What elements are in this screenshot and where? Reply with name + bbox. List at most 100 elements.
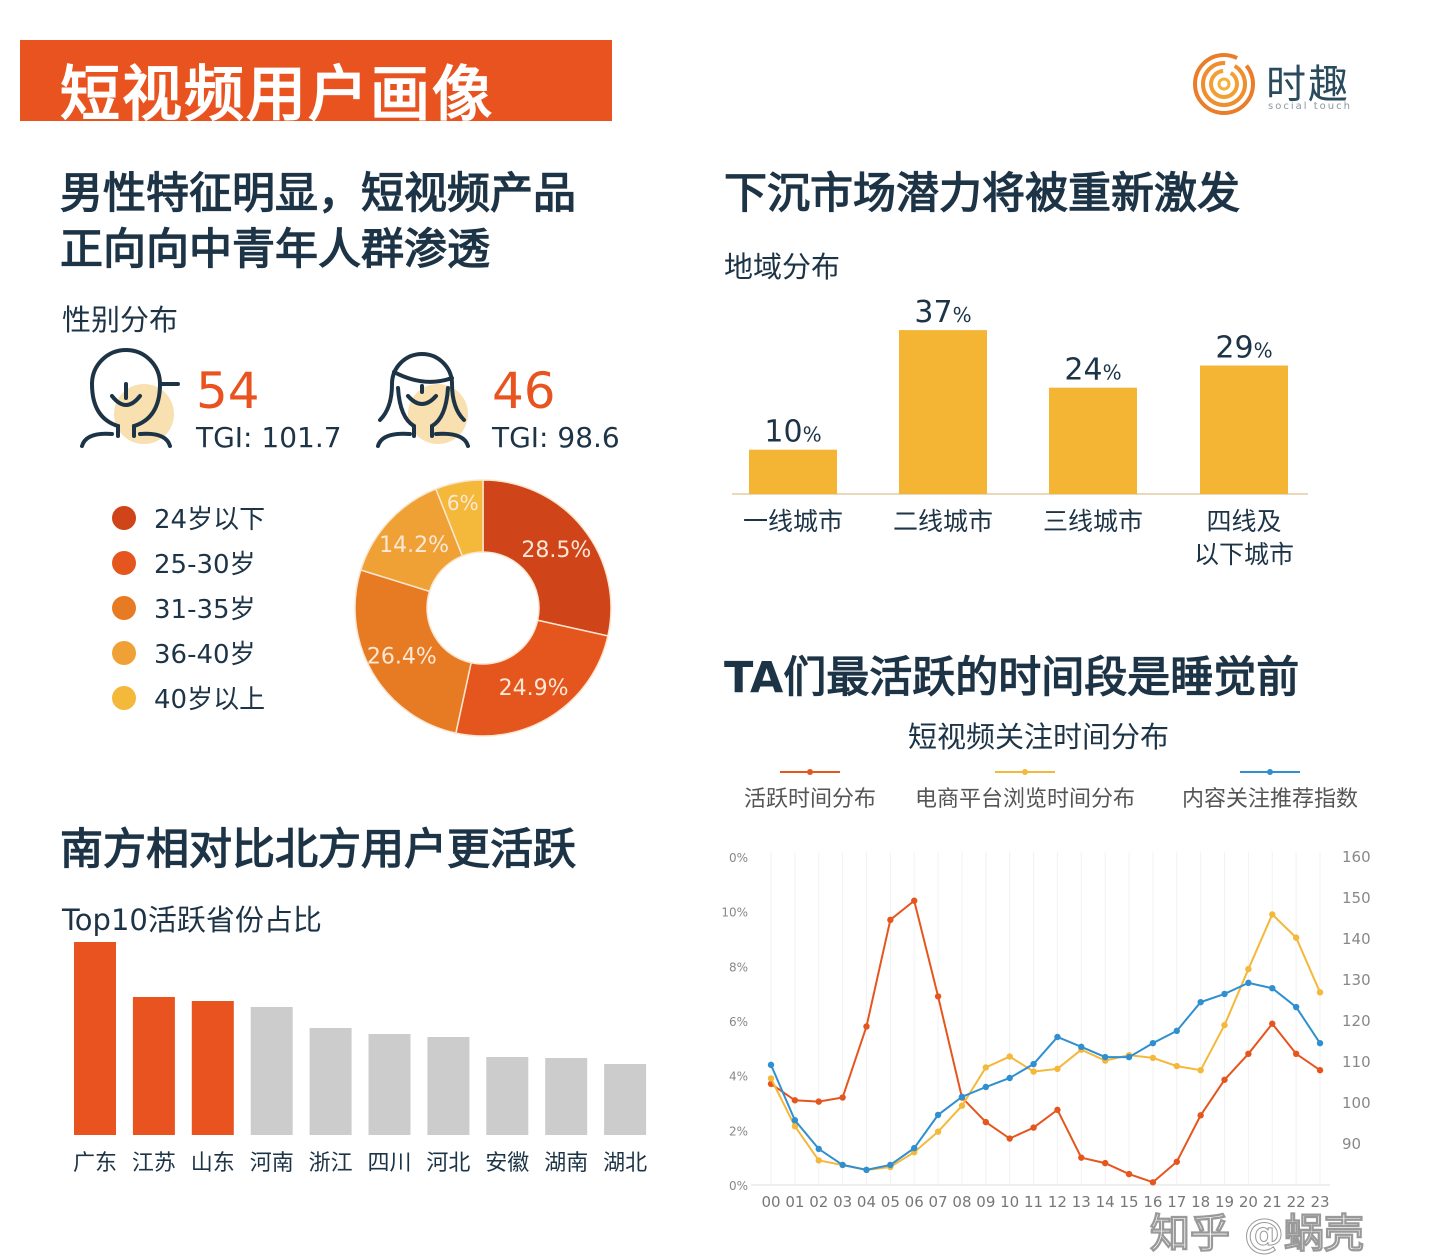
data-point bbox=[1078, 1154, 1085, 1161]
province-label: 湖北 bbox=[603, 1151, 647, 1176]
y-left-tick-label: 6% bbox=[729, 1015, 748, 1029]
male-tgi: TGI: 101.7 bbox=[196, 421, 342, 454]
data-point bbox=[1054, 1106, 1061, 1114]
x-tick-label: 03 bbox=[833, 1193, 852, 1211]
age-donut-chart: 28.5% 24.9% 26.4% 14.2% 6% bbox=[354, 479, 612, 737]
series-line bbox=[770, 912, 1321, 1171]
data-point bbox=[1221, 1021, 1228, 1029]
region-label: 地域分布 bbox=[724, 250, 841, 284]
donut-slice-label: 24.9% bbox=[499, 676, 569, 701]
data-point bbox=[1173, 1158, 1180, 1165]
data-point bbox=[791, 1117, 799, 1124]
x-tick-label: 13 bbox=[1072, 1193, 1091, 1211]
legend-label: 电商平台浏览时间分布 bbox=[915, 787, 1135, 812]
data-point bbox=[791, 1097, 799, 1104]
legend-marker bbox=[1267, 769, 1273, 775]
data-point bbox=[1006, 1135, 1013, 1142]
data-point bbox=[1149, 1179, 1157, 1186]
female-percent: 46 bbox=[492, 362, 556, 420]
x-tick-label: 09 bbox=[976, 1193, 995, 1211]
age-legend: 24岁以下 25-30岁 31-35岁 36-40岁 40岁以上 bbox=[112, 495, 265, 720]
legend-swatch bbox=[112, 505, 136, 530]
region-heading: 下沉市场潜力将被重新激发 bbox=[724, 169, 1240, 219]
data-point bbox=[911, 897, 918, 904]
gender-label: 性别分布 bbox=[62, 303, 179, 337]
region-value-label: 10% bbox=[764, 415, 821, 450]
legend-label: 31-35岁 bbox=[154, 595, 256, 625]
title-banner: 短视频用户画像 bbox=[20, 40, 612, 130]
data-point bbox=[1245, 965, 1252, 973]
province-bar bbox=[132, 997, 175, 1135]
data-point bbox=[767, 1061, 775, 1069]
data-point bbox=[958, 1093, 966, 1101]
donut-slice bbox=[482, 479, 612, 637]
x-tick-label: 21 bbox=[1263, 1193, 1282, 1211]
y-left-tick-label: 0% bbox=[729, 1179, 748, 1193]
province-bar bbox=[368, 1034, 411, 1135]
region-bar bbox=[749, 449, 837, 494]
x-tick-label: 06 bbox=[905, 1193, 924, 1211]
province-label: 山东 bbox=[191, 1151, 235, 1176]
x-tick-label: 05 bbox=[881, 1193, 900, 1211]
x-tick-label: 20 bbox=[1239, 1193, 1258, 1211]
province-bar-chart: 广东 江苏 山东 河南 浙江 四川 河北 安徽 湖南 湖北 bbox=[73, 942, 647, 1176]
data-point bbox=[934, 1111, 942, 1119]
x-tick-label: 10 bbox=[1000, 1193, 1019, 1211]
data-point bbox=[887, 1161, 894, 1169]
region-category-label: 二线城市 bbox=[893, 507, 993, 536]
donut-slice bbox=[354, 569, 473, 734]
data-point bbox=[863, 1166, 870, 1174]
province-bar bbox=[486, 1057, 529, 1135]
province-label: 河南 bbox=[250, 1151, 294, 1176]
data-point bbox=[1173, 1027, 1180, 1035]
x-tick-label: 00 bbox=[761, 1193, 780, 1211]
data-point bbox=[934, 993, 942, 1000]
data-point bbox=[1269, 985, 1276, 992]
y-right-tick-label: 160 bbox=[1342, 848, 1371, 866]
province-label: Top10活跃省份占比 bbox=[62, 903, 322, 937]
donut-slice-label: 28.5% bbox=[521, 538, 591, 563]
region-value-label: 24% bbox=[1064, 353, 1121, 388]
legend-marker bbox=[1022, 769, 1028, 775]
province-label: 河北 bbox=[426, 1151, 470, 1176]
donut-slice bbox=[434, 479, 484, 557]
data-point bbox=[1316, 1067, 1324, 1074]
data-point bbox=[982, 1064, 990, 1071]
y-left-tick-label: 10% bbox=[721, 906, 748, 920]
y-right-tick-label: 90 bbox=[1342, 1135, 1361, 1153]
y-left-tick-label: 0% bbox=[729, 851, 748, 865]
data-point bbox=[1006, 1053, 1013, 1060]
data-point bbox=[1197, 998, 1204, 1006]
province-bar bbox=[74, 942, 116, 1135]
legend-label: 25-30岁 bbox=[154, 550, 256, 580]
data-point bbox=[1030, 1124, 1037, 1131]
region-bar bbox=[1049, 387, 1137, 494]
data-point bbox=[1054, 1033, 1061, 1041]
region-category-label: 以下城市 bbox=[1194, 540, 1294, 569]
province-bar bbox=[191, 1001, 234, 1135]
x-tick-label: 17 bbox=[1167, 1193, 1186, 1211]
legend-swatch bbox=[112, 550, 136, 575]
data-point bbox=[1030, 1060, 1037, 1068]
x-tick-label: 15 bbox=[1120, 1193, 1139, 1211]
data-point bbox=[1292, 1050, 1300, 1057]
data-point bbox=[1149, 1039, 1157, 1047]
line-chart-title: 短视频关注时间分布 bbox=[908, 720, 1170, 754]
logo-tagline: social touch bbox=[1268, 101, 1352, 112]
data-point bbox=[791, 1123, 799, 1130]
legend-swatch bbox=[112, 685, 136, 710]
data-point bbox=[1125, 1170, 1133, 1178]
x-tick-label: 23 bbox=[1310, 1193, 1329, 1211]
region-category-label: 四线及 bbox=[1206, 507, 1281, 536]
legend-swatch bbox=[112, 595, 136, 620]
active-time-heading: TA们最活跃的时间段是睡觉前 bbox=[724, 653, 1300, 703]
data-point bbox=[815, 1157, 822, 1164]
province-label: 四川 bbox=[367, 1151, 411, 1176]
province-bar bbox=[427, 1037, 470, 1135]
province-label: 安徽 bbox=[485, 1151, 529, 1176]
data-point bbox=[1245, 979, 1252, 987]
donut-slice-label: 6% bbox=[447, 491, 479, 515]
male-percent: 54 bbox=[196, 362, 260, 420]
donut-slice-label: 26.4% bbox=[367, 644, 437, 669]
legend-item: 40岁以上 bbox=[112, 675, 265, 720]
